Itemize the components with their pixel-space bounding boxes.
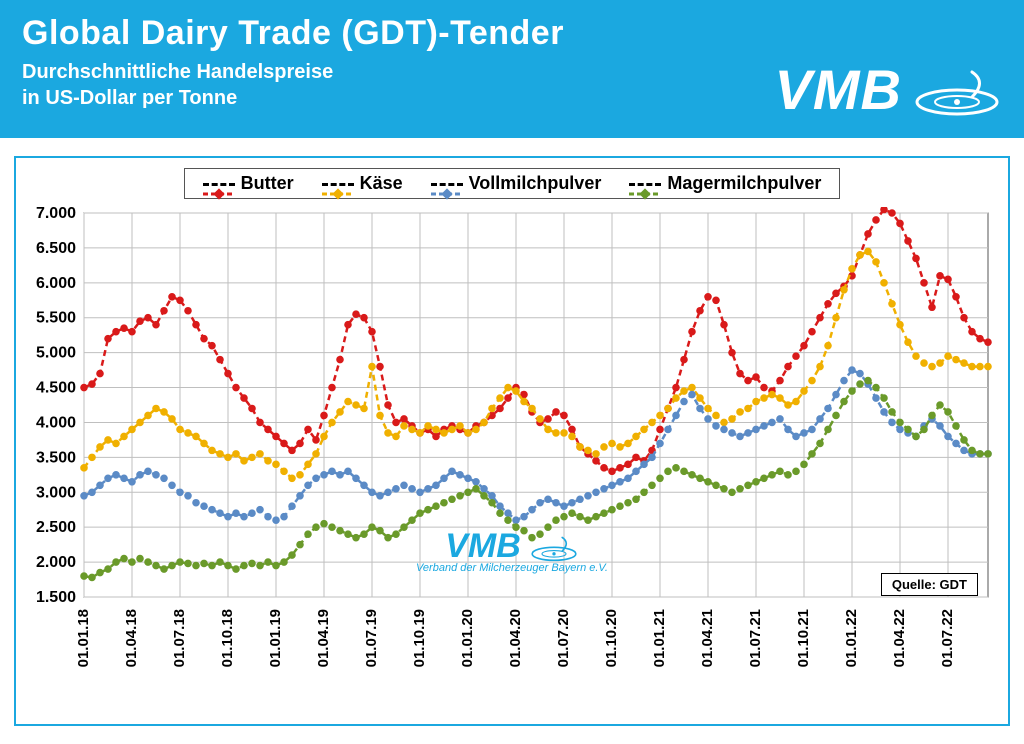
svg-text:01.10.20: 01.10.20 — [603, 609, 620, 667]
svg-text:2.000: 2.000 — [36, 554, 76, 571]
svg-text:6.000: 6.000 — [36, 275, 76, 292]
header: Global Dairy Trade (GDT)-Tender Durchsch… — [0, 0, 1024, 138]
legend-item: Butter — [203, 173, 294, 194]
chart-legend: Butter Käse Vollmilchpulver Magermilchpulve… — [184, 168, 841, 199]
svg-text:4.500: 4.500 — [36, 380, 76, 397]
svg-text:01.01.18: 01.01.18 — [75, 609, 92, 667]
legend-label: Butter — [241, 173, 294, 194]
legend-item: Vollmilchpulver — [431, 173, 602, 194]
svg-text:01.07.21: 01.07.21 — [747, 609, 764, 667]
svg-text:01.04.22: 01.04.22 — [891, 609, 908, 667]
chart-container: Butter Käse Vollmilchpulver Magermilchpulve… — [14, 156, 1010, 726]
legend-item: Käse — [322, 173, 403, 194]
svg-text:01.01.21: 01.01.21 — [651, 609, 668, 667]
source-label: Quelle: GDT — [881, 573, 978, 596]
legend-item: Magermilchpulver — [629, 173, 821, 194]
svg-text:01.07.19: 01.07.19 — [363, 609, 380, 667]
line-chart: 1.500 2.000 2.500 3.000 3.500 4.000 4.500 5.000… — [22, 207, 1002, 707]
svg-text:01.07.22: 01.07.22 — [939, 609, 956, 667]
vmb-logo: VMB — [775, 57, 1002, 122]
svg-text:01.10.18: 01.10.18 — [219, 609, 236, 667]
svg-text:5.000: 5.000 — [36, 345, 76, 362]
svg-text:01.10.19: 01.10.19 — [411, 609, 428, 667]
svg-text:5.500: 5.500 — [36, 310, 76, 327]
svg-text:7.000: 7.000 — [36, 207, 76, 222]
svg-text:01.01.22: 01.01.22 — [843, 609, 860, 667]
page-title: Global Dairy Trade (GDT)-Tender — [22, 14, 1002, 53]
svg-text:01.01.20: 01.01.20 — [459, 609, 476, 667]
svg-text:01.07.20: 01.07.20 — [555, 609, 572, 667]
svg-text:01.04.21: 01.04.21 — [699, 609, 716, 667]
svg-text:01.04.18: 01.04.18 — [123, 609, 140, 667]
legend-label: Käse — [360, 173, 403, 194]
svg-text:3.500: 3.500 — [36, 449, 76, 466]
svg-text:01.07.18: 01.07.18 — [171, 609, 188, 667]
svg-text:01.01.19: 01.01.19 — [267, 609, 284, 667]
svg-text:1.500: 1.500 — [36, 589, 76, 606]
svg-text:3.000: 3.000 — [36, 484, 76, 501]
svg-text:4.000: 4.000 — [36, 414, 76, 431]
svg-text:01.10.21: 01.10.21 — [795, 609, 812, 667]
logo-text: VMB — [775, 57, 902, 122]
legend-label: Vollmilchpulver — [469, 173, 602, 194]
svg-text:2.500: 2.500 — [36, 519, 76, 536]
svg-text:01.04.20: 01.04.20 — [507, 609, 524, 667]
svg-text:6.500: 6.500 — [36, 240, 76, 257]
legend-label: Magermilchpulver — [667, 173, 821, 194]
svg-text:01.04.19: 01.04.19 — [315, 609, 332, 667]
logo-swirl-icon — [912, 62, 1002, 117]
